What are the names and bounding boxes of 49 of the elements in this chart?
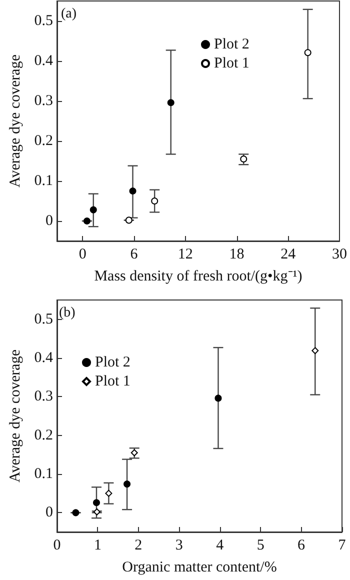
- y-tick-label: 0.4: [34, 350, 54, 366]
- y-tick-label: 0.5: [34, 311, 53, 328]
- y-tick-label: 0.1: [34, 173, 53, 189]
- y-axis-title: Average dye coverage: [8, 54, 24, 188]
- y-tick-label: 0: [46, 504, 53, 521]
- x-tick-label: 2: [134, 538, 142, 554]
- y-tick-label: 0.3: [34, 388, 53, 405]
- x-tick-label: 7: [338, 538, 346, 554]
- x-tick-label: 6: [130, 246, 138, 262]
- chart-title: (a): [61, 6, 77, 22]
- y-tick-label: 0.2: [34, 133, 53, 149]
- y-tick-label: 0.4: [34, 53, 54, 69]
- point: [304, 49, 312, 56]
- x-tick-label: 30: [332, 246, 347, 262]
- legend-label: Plot 2: [95, 354, 130, 370]
- point: [90, 206, 97, 214]
- x-tick-label: 6: [298, 538, 306, 554]
- point: [93, 499, 100, 506]
- legend-label: Plot 1: [95, 374, 130, 390]
- x-tick-label: 0: [78, 246, 86, 262]
- x-tick-label: 12: [178, 246, 193, 262]
- x-tick-label: 1: [94, 538, 102, 554]
- point: [214, 394, 222, 402]
- point: [93, 508, 100, 516]
- x-axis-title: Organic matter content/%: [122, 560, 277, 576]
- x-tick-label: 24: [280, 246, 296, 262]
- point: [167, 99, 174, 106]
- x-axis-title: Mass density of fresh root/(g•kg⁻¹): [94, 268, 302, 284]
- y-tick-label: 0: [46, 213, 53, 229]
- point: [83, 218, 90, 224]
- y-tick-label: 0.3: [34, 93, 53, 109]
- y-tick-label: 0.1: [34, 466, 53, 482]
- point: [105, 490, 112, 497]
- point: [312, 347, 319, 354]
- x-tick-label: 18: [229, 246, 244, 262]
- y-axis-title: Average dye coverage: [8, 349, 24, 482]
- x-tick-label: 3: [175, 538, 183, 554]
- x-tick-label: 4: [216, 538, 224, 554]
- chart-title: (b): [59, 306, 76, 320]
- y-tick-label: 0.5: [34, 13, 53, 29]
- point: [151, 198, 158, 204]
- point: [72, 509, 80, 516]
- y-tick-label: 0.2: [34, 427, 53, 444]
- legend-label: Plot 1: [214, 56, 250, 72]
- point: [124, 480, 131, 488]
- x-tick-label: 5: [256, 538, 264, 554]
- point: [129, 188, 136, 194]
- legend-label: Plot 2: [214, 36, 250, 52]
- point: [240, 156, 248, 162]
